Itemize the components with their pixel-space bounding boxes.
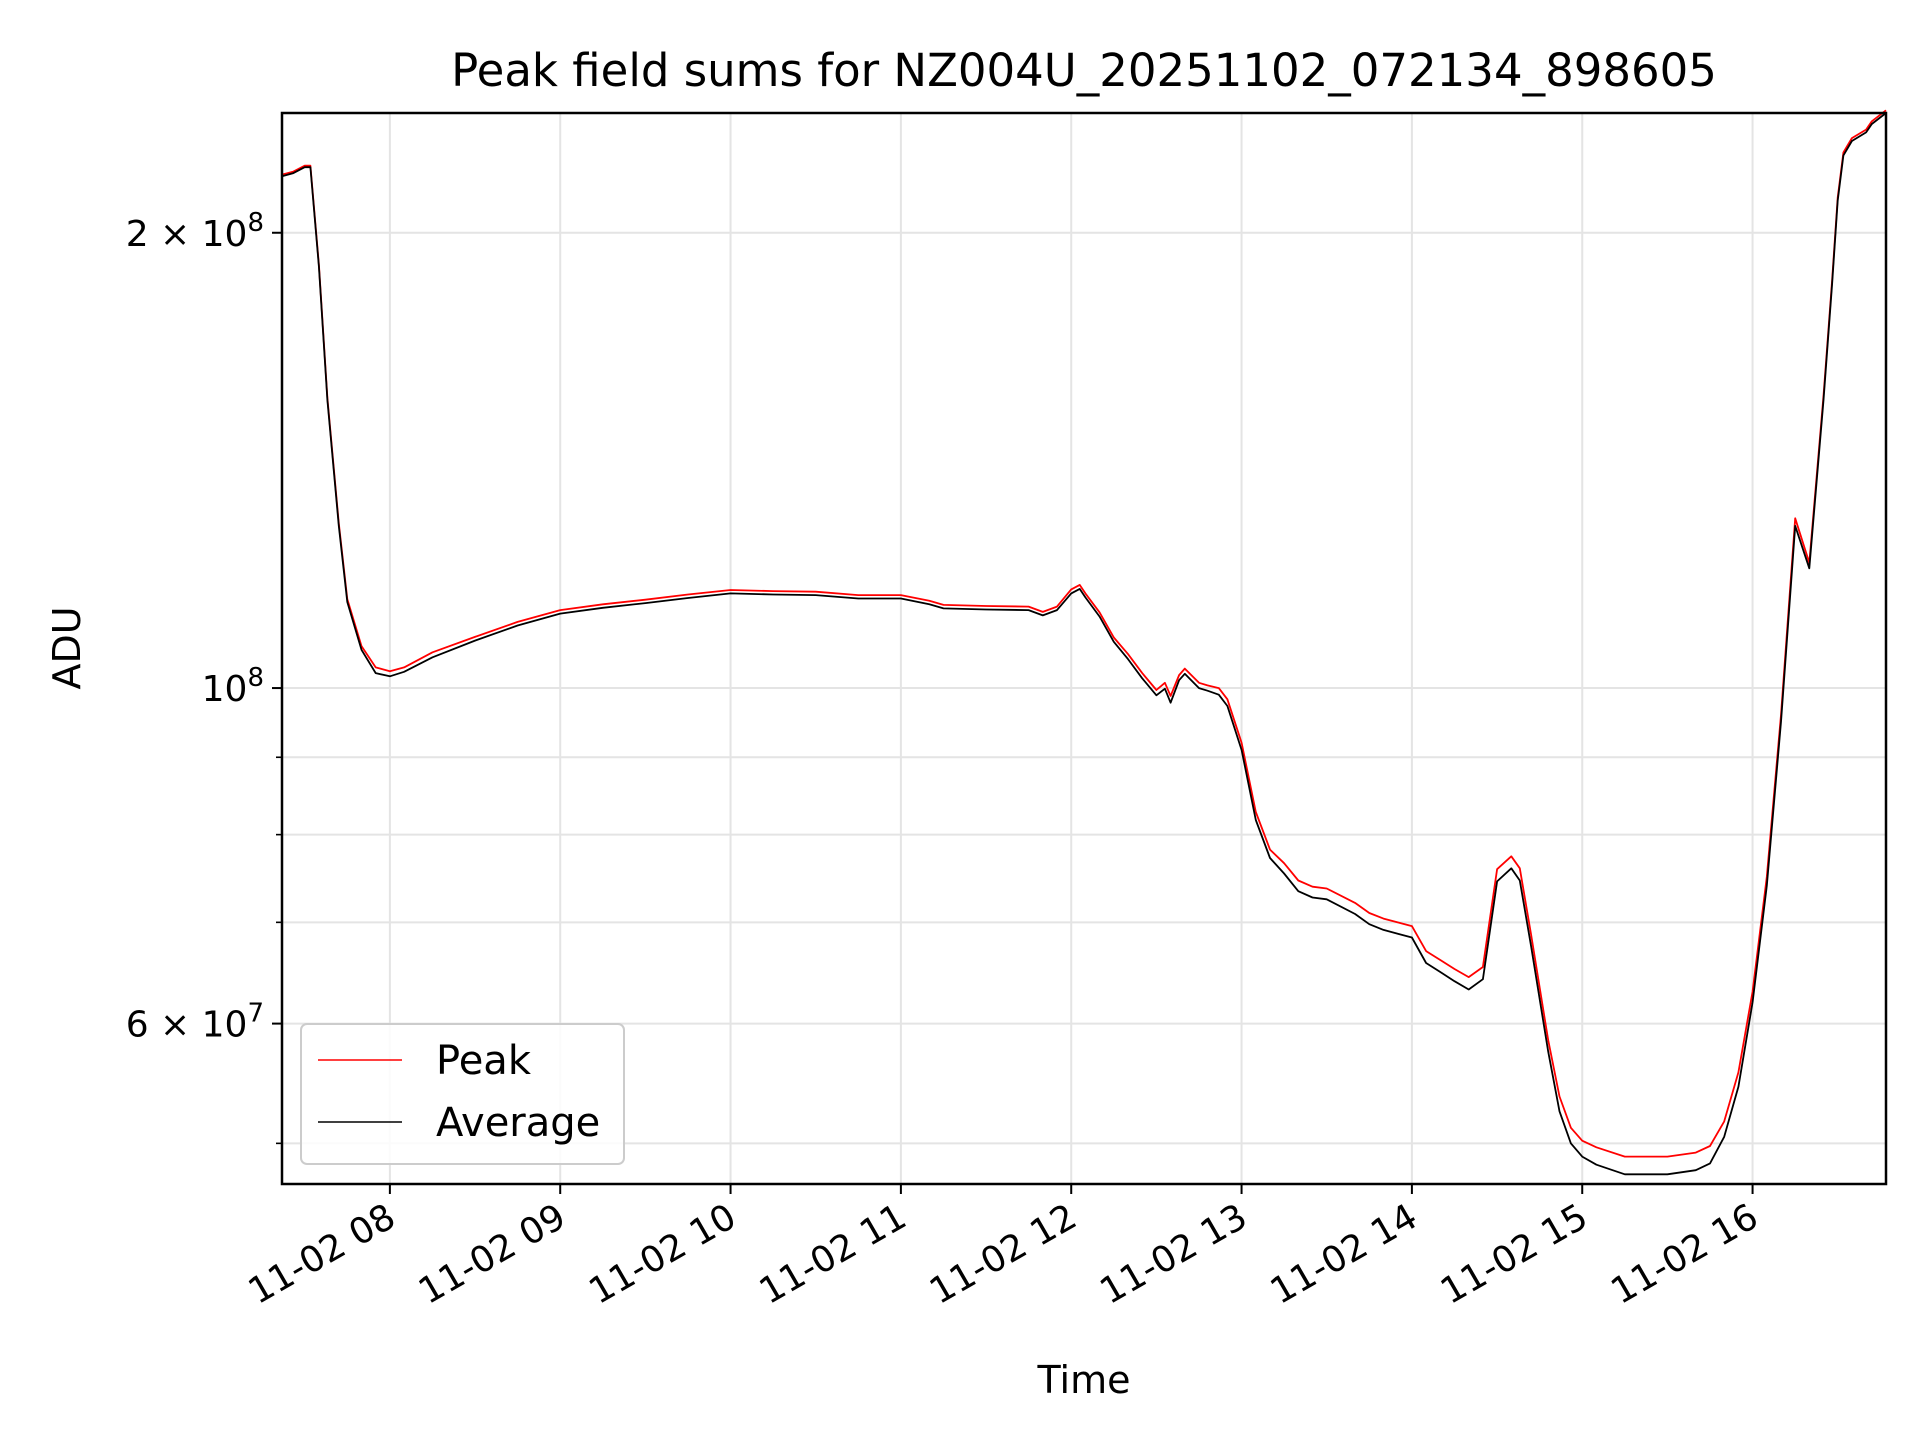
x-axis: 11-02 08 11-02 09 11-02 10 11-02 11 11-02 12…	[242, 1184, 1765, 1313]
grid	[282, 113, 1886, 1184]
x-tick-label: 11-02 11	[753, 1196, 914, 1312]
plot-frame	[280, 111, 1888, 1186]
y-tick-label: 6 × 107	[126, 999, 264, 1046]
x-tick-label: 11-02 14	[1264, 1196, 1425, 1312]
legend-label-average: Average	[436, 1100, 600, 1146]
x-tick-label: 11-02 08	[242, 1196, 403, 1312]
x-axis-title: Time	[1037, 1358, 1131, 1402]
x-tick-label: 11-02 09	[412, 1196, 573, 1312]
x-tick-label: 11-02 15	[1434, 1196, 1595, 1312]
x-tick-label: 11-02 16	[1604, 1196, 1765, 1312]
x-tick-label: 11-02 10	[582, 1196, 743, 1312]
legend-label-peak: Peak	[436, 1038, 532, 1084]
x-tick-label: 11-02 12	[923, 1196, 1084, 1312]
legend-frame	[300, 1023, 625, 1165]
y-tick-label: 108	[202, 663, 264, 710]
series-layer	[281, 109, 1887, 1176]
x-tick-label: 11-02 13	[1093, 1196, 1254, 1312]
y-axis-title: ADU	[45, 606, 89, 689]
y-axis: 6 × 107 108 2 × 108	[126, 208, 282, 1145]
y-tick-label: 2 × 108	[126, 208, 264, 255]
chart-title: Peak field sums for NZ004U_20251102_0721…	[451, 44, 1717, 97]
series-line-peak	[281, 109, 1887, 1158]
legend: Peak Average	[300, 1023, 625, 1165]
series-line-average	[281, 112, 1887, 1176]
